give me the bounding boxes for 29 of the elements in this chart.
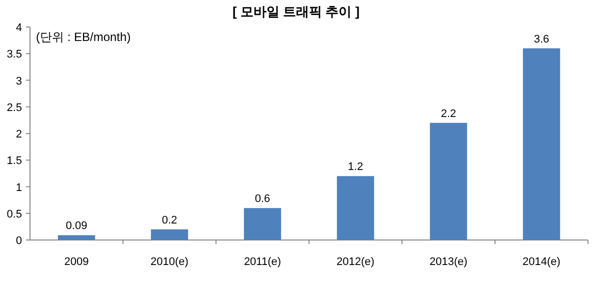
y-tick-label: 4 xyxy=(16,22,22,34)
bar xyxy=(150,229,188,240)
y-tick-label: 0 xyxy=(16,235,22,247)
data-label: 2.2 xyxy=(440,108,456,120)
y-tick-label: 3 xyxy=(16,75,22,88)
x-tick-label: 2011(e) xyxy=(244,256,282,268)
y-tick-label: 1 xyxy=(16,182,22,194)
y-tick-label: 0.5 xyxy=(6,208,22,220)
x-tick-label: 2009 xyxy=(64,256,89,268)
data-label: 3.6 xyxy=(534,33,550,46)
bar xyxy=(522,48,560,240)
x-tick-label: 2010(e) xyxy=(150,256,188,268)
y-tick-label: 3.5 xyxy=(6,48,22,61)
y-tick-label: 1.5 xyxy=(6,155,22,168)
annotation: (단위 : EB/month) xyxy=(36,30,131,44)
data-label: 0.6 xyxy=(254,193,270,206)
chart-title: [ 모바일 트래픽 추이 ] xyxy=(232,4,360,19)
x-tick-label: 2012(e) xyxy=(336,256,374,268)
x-tick-label: 2014(e) xyxy=(522,256,560,268)
bar xyxy=(430,122,468,240)
y-tick-label: 2.5 xyxy=(6,102,22,114)
bar xyxy=(244,208,282,240)
data-label: 1.2 xyxy=(348,161,364,174)
x-tick-label: 2013(e) xyxy=(430,256,468,268)
y-tick-label: 2 xyxy=(16,128,22,140)
bar xyxy=(336,176,374,240)
data-label: 0.2 xyxy=(162,214,178,226)
data-label: 0.09 xyxy=(66,220,88,232)
bar xyxy=(58,235,96,240)
